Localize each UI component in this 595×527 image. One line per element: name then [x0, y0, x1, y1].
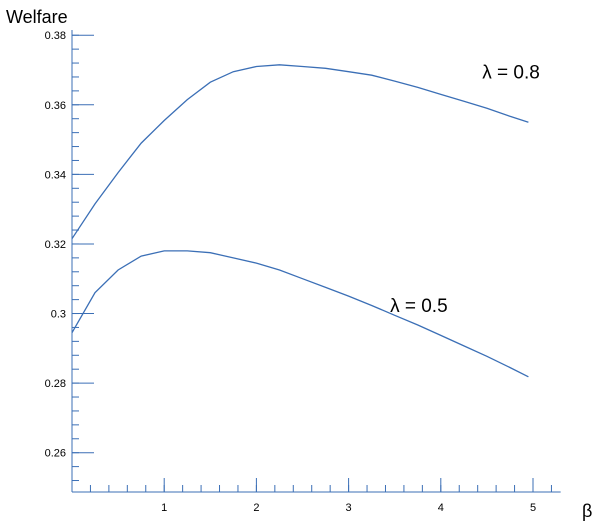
y-minor-ticks	[72, 34, 79, 482]
series-lines	[71, 64, 529, 378]
x-tick-label: 3	[346, 502, 352, 514]
y-major-ticks: 0.26 0.28 0.3 0.32 0.34 0.36 0.38	[45, 30, 94, 460]
series-line	[71, 250, 529, 378]
x-tick-label: 5	[530, 502, 536, 514]
y-axis-title: Welfare	[6, 7, 68, 27]
series-label: λ = 0.5	[390, 296, 448, 317]
x-tick-label: 4	[438, 502, 444, 514]
x-tick-label: 2	[253, 502, 259, 514]
y-tick-label: 0.36	[45, 100, 66, 112]
x-minor-ticks	[89, 485, 552, 492]
series-label: λ = 0.8	[482, 63, 540, 84]
y-tick-label: 0.3	[51, 309, 66, 321]
x-tick-label: 1	[161, 502, 167, 514]
x-axis-title: β	[582, 501, 592, 521]
y-tick-label: 0.28	[45, 378, 66, 390]
x-major-ticks: 1 2 3 4 5	[161, 478, 536, 514]
y-tick-label: 0.26	[45, 448, 66, 460]
y-tick-label: 0.32	[45, 239, 66, 251]
series-labels: λ = 0.8 λ = 0.5	[390, 63, 540, 317]
y-tick-label: 0.38	[45, 30, 66, 42]
series-line	[71, 64, 529, 240]
y-tick-label: 0.34	[45, 169, 66, 181]
